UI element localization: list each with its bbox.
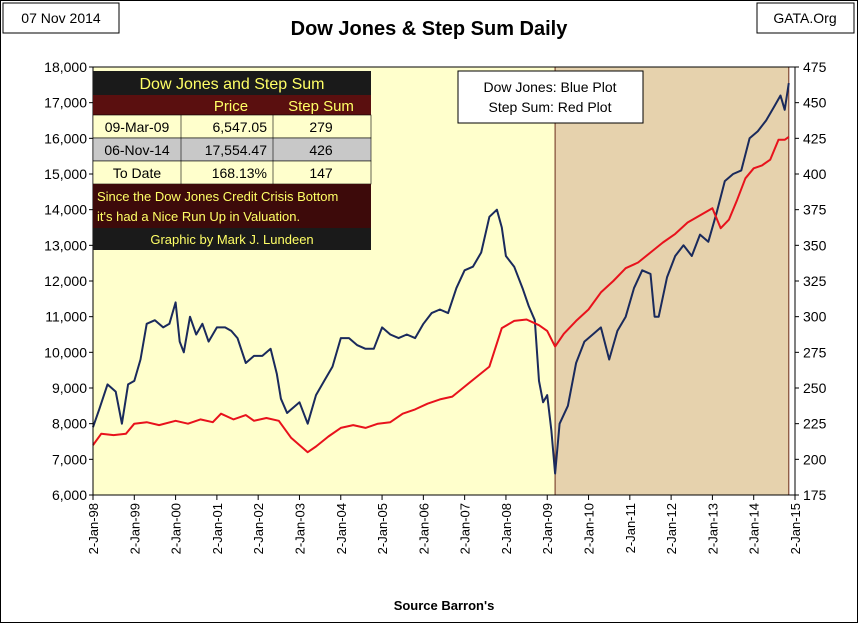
left-tick-label: 11,000 [45,309,87,325]
shaded-region-1 [555,67,789,495]
right-axis: 175 200 225 250 275 300 325 350 375 400 425 450 475 [795,59,827,503]
left-axis: 6,000 7,000 8,000 9,000 10,000 11,000 12,000 13… [44,59,93,503]
info-table-title: Dow Jones and Step Sum [140,76,325,93]
right-tick-label: 425 [803,130,827,146]
header-price: Price [214,98,248,115]
note-line-1: Since the Dow Jones Credit Crisis Bottom [97,189,338,204]
x-tick-label: 2-Jan-15 [788,503,803,554]
row3-pct: 168.13% [212,165,267,181]
x-tick-label: 2-Jan-04 [334,503,349,554]
header-stepsum: Step Sum [288,98,354,115]
source-tag-box [756,2,855,34]
right-tick-label: 175 [803,487,827,503]
left-tick-label: 12,000 [44,273,87,289]
chart-title: Dow Jones & Step Sum Daily [291,18,569,40]
x-tick-label: 2-Jan-08 [499,503,514,554]
x-tick-label: 2-Jan-02 [251,503,266,554]
right-tick-label: 325 [803,273,827,289]
row1-price: 6,547.05 [213,119,268,135]
x-tick-label: 2-Jan-12 [664,503,679,554]
left-tick-label: 18,000 [44,59,87,75]
left-tick-label: 13,000 [44,237,87,253]
footer-source: Source Barron's [394,598,495,613]
left-tick-label: 10,000 [44,344,87,360]
series-line-dow-jones [92,82,790,475]
right-tick-label: 225 [803,416,827,432]
x-tick-label: 2-Jan-99 [127,503,142,554]
left-tick-label: 16,000 [44,130,87,146]
right-tick-label: 300 [803,309,827,325]
x-tick-label: 2-Jan-05 [375,503,390,554]
info-table-header-bg [93,95,371,115]
note-line-2: it's had a Nice Run Up in Valuation. [97,209,300,224]
row2-date: 06-Nov-14 [104,142,170,158]
x-tick-label: 2-Jan-13 [705,503,720,554]
right-tick-label: 250 [803,380,827,396]
x-tick-label: 2-Jan-03 [292,503,307,554]
right-tick-label: 450 [803,95,827,111]
series-layer [92,82,790,475]
right-tick-label: 200 [803,451,827,467]
x-tick-label: 2-Jan-98 [86,503,101,554]
row3-label: To Date [113,165,161,181]
right-tick-label: 400 [803,166,827,182]
left-tick-label: 15,000 [44,166,87,182]
x-tick-label: 2-Jan-07 [458,503,473,554]
right-tick-label: 375 [803,202,827,218]
left-tick-label: 6,000 [52,487,87,503]
x-tick-label: 2-Jan-06 [416,503,431,554]
left-tick-label: 8,000 [52,416,87,432]
left-tick-label: 9,000 [52,380,87,396]
info-table-title-bg [93,71,371,95]
row1-stepsum: 279 [309,119,333,135]
x-tick-label: 2-Jan-01 [210,503,225,554]
x-tick-label: 2-Jan-10 [582,503,597,554]
row2-price: 17,554.47 [205,142,267,158]
left-tick-label: 17,000 [44,95,87,111]
left-tick-label: 14,000 [44,202,87,218]
x-tick-label: 2-Jan-11 [623,503,638,553]
left-tick-label: 7,000 [52,451,87,467]
info-table: Dow Jones and Step Sum Price Step Sum 09… [92,71,372,250]
right-tick-label: 475 [803,59,827,75]
right-tick-label: 350 [803,237,827,253]
row2-stepsum: 426 [309,142,333,158]
row3-stepsum: 147 [309,165,333,181]
row1-date: 09-Mar-09 [105,119,170,135]
source-tag: GATA.Org [773,10,836,26]
x-tick-label: 2-Jan-14 [747,503,762,554]
credit-line: Graphic by Mark J. Lundeen [150,232,313,247]
date-stamp: 07 Nov 2014 [21,10,101,26]
info-table-note-bg [93,184,371,228]
legend-box [457,70,644,124]
legend-stepsum: Step Sum: Red Plot [489,99,612,115]
date-box [2,2,120,34]
right-tick-label: 275 [803,344,827,360]
x-tick-label: 2-Jan-09 [540,503,555,554]
x-axis: 2-Jan-98 2-Jan-99 2-Jan-00 2-Jan-01 2-Jan-02… [86,495,803,554]
series-line-step-sum [92,136,790,454]
legend-dow: Dow Jones: Blue Plot [483,79,616,95]
info-table-credit-bg [93,228,371,250]
x-tick-label: 2-Jan-00 [169,503,184,554]
